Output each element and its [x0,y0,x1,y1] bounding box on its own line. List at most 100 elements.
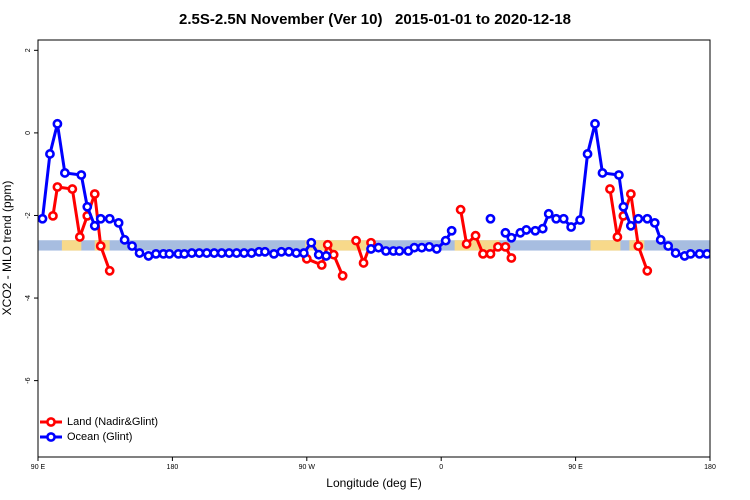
land-segment [590,240,621,251]
legend-label: Ocean (Glint) [67,431,132,443]
y-axis-label: XCO2 - MLO trend (ppm) [0,181,14,316]
x-axis-label: Longitude (deg E) [326,476,421,490]
data-point [551,213,562,224]
data-point [663,241,674,251]
y-tick-label: 2 [25,48,32,52]
data-point [134,248,145,258]
x-tick-label: 90 E [568,464,583,471]
plot-frame [37,39,711,458]
data-point [74,232,85,242]
data-point [59,168,70,178]
data-point [655,234,666,245]
data-point [597,168,608,178]
data-point [366,244,376,254]
x-tick-label: 90 W [299,464,316,471]
data-point [582,149,593,159]
data-point [127,241,137,251]
data-point [231,248,242,258]
data-point [558,213,569,224]
data-point [38,213,48,224]
x-tick-label: 0 [439,464,443,471]
data-point [186,248,197,258]
data-point [95,241,106,251]
data-point [409,242,420,253]
series-line [40,123,327,258]
data-point [45,149,55,159]
data-point [119,234,130,245]
data-point [48,210,58,221]
x-tick-label: 90 E [31,464,46,471]
data-point [113,218,124,228]
data-point [104,213,115,224]
data-point [89,220,100,231]
data-point [537,223,548,234]
data-point [201,248,212,258]
data-point [76,170,87,180]
data-point [521,225,532,235]
data-point [461,239,472,249]
data-point [470,230,481,241]
data-point [358,258,369,268]
data-point [216,248,227,258]
data-point [500,227,511,238]
chart-title: 2.5S-2.5N November (Ver 10) 2015-01-01 t… [179,11,571,28]
y-tick-label: 0 [25,131,32,135]
data-point [566,222,577,232]
data-point [337,270,348,281]
data-point [260,246,270,257]
data-point [431,244,442,254]
data-point [89,189,100,199]
legend-marker [46,417,56,427]
data-point [239,248,249,258]
data-point [321,251,332,261]
data-point [316,260,327,270]
data-point [543,208,554,219]
data-point [179,248,190,259]
data-point [276,246,287,257]
data-point [313,249,324,260]
data-point [291,248,302,258]
series-line [51,185,112,272]
data-point [95,213,106,224]
data-point [500,241,511,252]
data-point [485,248,496,259]
data-point [381,246,391,256]
y-tick-label: -6 [25,377,32,383]
plot-area [38,118,710,281]
data-point [446,225,457,236]
data-point [694,248,705,259]
data-point [625,220,636,231]
data-point [506,232,517,243]
data-point [67,184,78,194]
data-point [322,239,333,250]
x-tick-label: 180 [167,464,179,471]
y-tick-label: -4 [25,295,32,301]
data-point [685,248,696,259]
data-point [575,215,585,225]
data-point [143,251,154,261]
data-point [642,213,653,224]
data-point [246,248,257,258]
legend-label: Land (Nadir&Glint) [67,416,158,428]
land-segment [61,240,82,251]
legend-marker [46,432,56,442]
data-point [530,225,541,236]
data-point [440,235,451,246]
data-point [209,248,220,258]
data-point [104,265,115,276]
data-point [151,248,161,259]
data-point [52,182,63,192]
data-point [633,213,644,224]
data-point [506,253,517,263]
data-point [52,118,63,129]
data-point [373,242,384,253]
data-point [82,201,93,212]
y-tick-label: -2 [25,212,32,218]
data-point [478,248,488,259]
data-point [455,204,466,215]
data-point [493,241,503,252]
data-point [283,246,294,257]
data-point [614,170,624,180]
data-point [224,248,235,258]
